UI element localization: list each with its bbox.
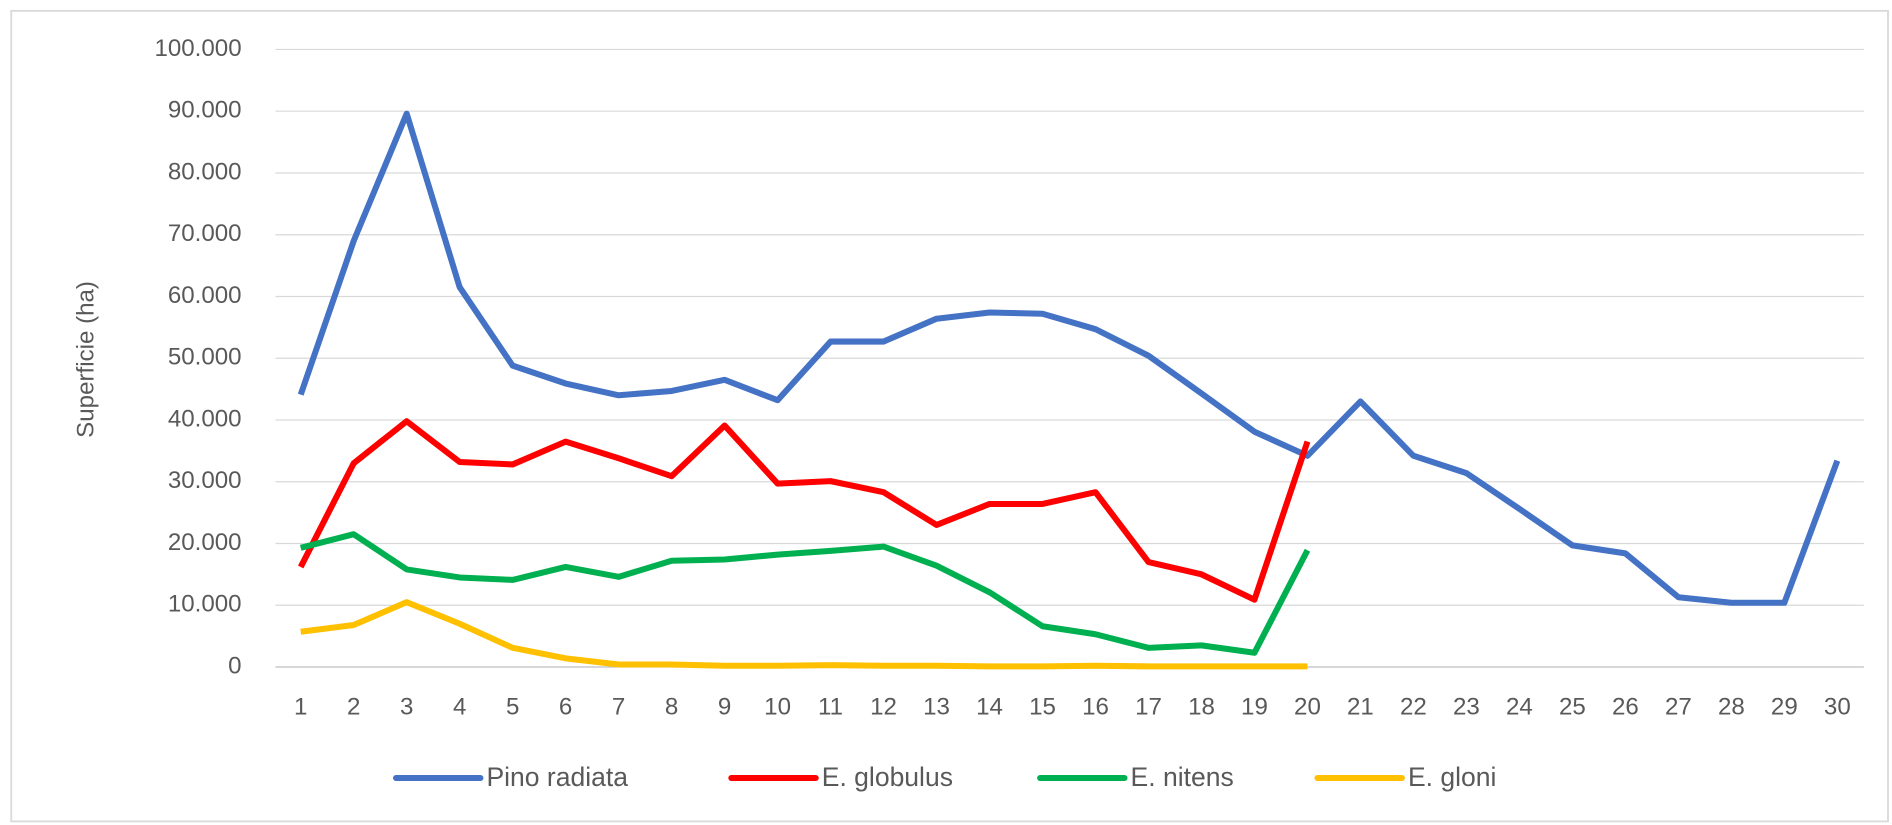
y-tick-label: 30.000 bbox=[168, 467, 242, 494]
legend-label: E. gloni bbox=[1408, 762, 1496, 792]
x-tick-label: 22 bbox=[1400, 693, 1427, 720]
x-tick-label: 4 bbox=[453, 693, 466, 720]
x-tick-label: 2 bbox=[347, 693, 360, 720]
y-tick-label: 90.000 bbox=[168, 97, 242, 124]
x-tick-label: 24 bbox=[1506, 693, 1533, 720]
series-line bbox=[300, 599, 1308, 670]
series-line bbox=[298, 418, 1311, 603]
chart-frame bbox=[10, 9, 1889, 823]
x-tick-label: 21 bbox=[1347, 693, 1374, 720]
y-tick-label: 50.000 bbox=[168, 344, 242, 371]
x-tick-label: 16 bbox=[1082, 693, 1109, 720]
y-tick-label: 10.000 bbox=[168, 591, 242, 618]
x-tick-label: 10 bbox=[764, 693, 791, 720]
x-tick-label: 7 bbox=[612, 693, 625, 720]
series-line bbox=[299, 531, 1311, 656]
x-tick-label: 30 bbox=[1824, 693, 1851, 720]
series-line bbox=[297, 110, 1841, 606]
x-tick-label: 1 bbox=[294, 693, 307, 720]
x-tick-label: 20 bbox=[1294, 693, 1321, 720]
x-tick-label: 17 bbox=[1135, 693, 1162, 720]
x-tick-label: 9 bbox=[718, 693, 731, 720]
x-tick-label: 3 bbox=[400, 693, 413, 720]
x-tick-label: 6 bbox=[559, 693, 572, 720]
x-tick-label: 25 bbox=[1559, 693, 1586, 720]
x-tick-label: 29 bbox=[1771, 693, 1798, 720]
x-tick-label: 15 bbox=[1029, 693, 1056, 720]
x-tick-label: 13 bbox=[923, 693, 950, 720]
y-tick-label: 20.000 bbox=[168, 529, 242, 556]
y-tick-label: 80.000 bbox=[168, 158, 242, 185]
x-tick-label: 23 bbox=[1453, 693, 1480, 720]
y-tick-label: 60.000 bbox=[168, 282, 242, 309]
legend-label: Pino radiata bbox=[486, 762, 628, 792]
x-tick-label: 27 bbox=[1665, 693, 1692, 720]
x-tick-label: 14 bbox=[976, 693, 1003, 720]
x-tick-label: 28 bbox=[1718, 693, 1745, 720]
x-tick-label: 19 bbox=[1241, 693, 1268, 720]
x-tick-label: 18 bbox=[1188, 693, 1215, 720]
y-tick-label: 70.000 bbox=[168, 220, 242, 247]
y-tick-label: 100.000 bbox=[154, 35, 241, 62]
x-tick-label: 12 bbox=[870, 693, 897, 720]
x-tick-label: 26 bbox=[1612, 693, 1639, 720]
y-axis-label: Superficie (ha) bbox=[73, 281, 100, 438]
y-tick-label: 40.000 bbox=[168, 405, 242, 432]
legend-label: E. nitens bbox=[1131, 762, 1234, 792]
y-tick-label: 0 bbox=[228, 652, 241, 679]
legend-label: E. globulus bbox=[822, 762, 953, 792]
x-tick-label: 11 bbox=[818, 693, 843, 720]
x-tick-label: 8 bbox=[665, 693, 678, 720]
x-tick-label: 5 bbox=[506, 693, 519, 720]
